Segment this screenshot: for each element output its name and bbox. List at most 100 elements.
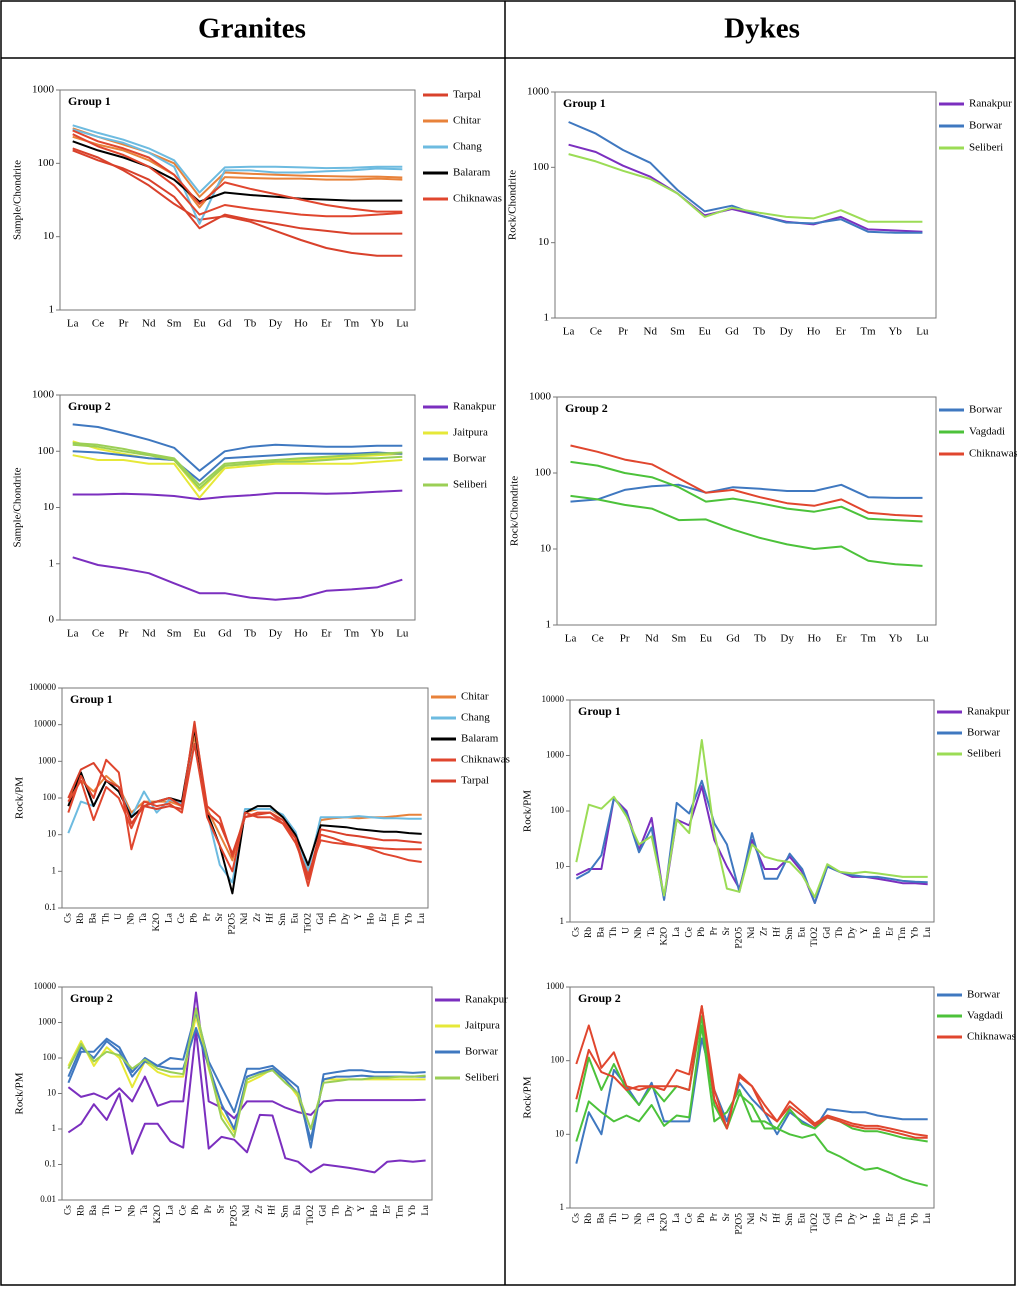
x-tick-label: Tm — [392, 912, 402, 926]
plot-frame — [569, 986, 935, 1209]
y-tick-label: 10 — [43, 230, 55, 242]
series-line — [570, 483, 923, 503]
y-tick-label: 1 — [544, 312, 550, 324]
plot-frame — [61, 687, 429, 909]
series-line — [72, 133, 403, 218]
chart-title: Group 2 — [565, 401, 608, 415]
x-tick-label: Tm — [898, 926, 908, 940]
x-tick-label: Er — [383, 1204, 393, 1214]
x-tick-label: Eu — [193, 318, 206, 330]
legend-label: Vagdadi — [969, 426, 1005, 438]
x-tick-label: Nb — [634, 927, 644, 939]
x-tick-label: Eu — [797, 927, 807, 938]
x-tick-label: Nb — [127, 913, 137, 925]
x-tick-label: Sr — [722, 1212, 732, 1221]
x-tick-label: Cs — [64, 1205, 74, 1215]
x-tick-label: Yb — [889, 633, 903, 645]
legend-label: Borwar — [465, 1046, 498, 1058]
x-tick-label: Tb — [754, 633, 767, 645]
y-tick-label: 1000 — [546, 750, 565, 760]
x-tick-label: Ta — [139, 912, 149, 922]
x-tick-label: Dy — [780, 633, 794, 645]
x-tick-label: Ta — [140, 1204, 150, 1214]
x-tick-label: Eu — [193, 628, 206, 640]
x-tick-label: Lu — [417, 913, 427, 924]
x-tick-label: Rb — [76, 1205, 86, 1216]
x-tick-label: Zr — [255, 1204, 265, 1214]
x-tick-label: Tm — [395, 1204, 405, 1218]
y-axis-label: Sample/Chondrite — [12, 467, 24, 547]
legend-label: Jaitpura — [465, 1020, 500, 1032]
x-tick-label: La — [164, 912, 174, 923]
x-tick-label: P2O5 — [735, 1213, 745, 1235]
x-tick-label: Dy — [269, 628, 283, 640]
x-tick-label: Nd — [747, 1213, 757, 1225]
x-tick-label: Ce — [177, 913, 187, 924]
x-tick-label: Ho — [366, 913, 376, 925]
legend-label: Vagdadi — [967, 1010, 1003, 1022]
x-tick-label: Nb — [634, 1213, 644, 1225]
legend-label: Chitar — [461, 691, 489, 703]
legend-label: Chiknawas — [453, 193, 502, 205]
x-tick-label: Yb — [370, 318, 384, 330]
x-tick-label: Nd — [142, 628, 156, 640]
legend-label: Chang — [453, 141, 482, 153]
x-tick-label: Pb — [190, 913, 200, 923]
x-tick-label: La — [672, 926, 682, 937]
y-tick-label: 1 — [560, 1202, 565, 1212]
x-tick-label: Pr — [618, 326, 628, 338]
x-tick-label: Yb — [408, 1205, 418, 1217]
x-tick-label: Tb — [331, 1205, 341, 1216]
series-line — [72, 489, 403, 501]
x-tick-label: Pr — [119, 318, 129, 330]
series-line — [575, 1015, 928, 1143]
legend-label: Ranakpur — [969, 98, 1012, 110]
legend-label: Jaitpura — [453, 427, 488, 439]
x-tick-label: Tm — [898, 1212, 908, 1226]
x-tick-label: Ce — [684, 1213, 694, 1224]
x-tick-label: Sm — [167, 318, 182, 330]
x-tick-label: Pr — [710, 926, 720, 935]
x-tick-label: Yb — [910, 927, 920, 939]
x-tick-label: Yb — [370, 628, 384, 640]
y-tick-label: 1 — [546, 619, 552, 631]
x-tick-label: Lu — [923, 1213, 933, 1224]
y-tick-label: 0.1 — [45, 902, 56, 912]
x-tick-label: Rb — [584, 927, 594, 938]
x-tick-label: Rb — [584, 1213, 594, 1224]
x-tick-label: Eu — [700, 633, 713, 645]
x-tick-label: Dy — [344, 1205, 354, 1217]
x-tick-label: Sr — [217, 1204, 227, 1213]
x-tick-label: Nd — [242, 1205, 252, 1217]
x-tick-label: K2O — [153, 1205, 163, 1224]
legend-label: Chiknawas — [967, 1031, 1016, 1043]
y-tick-label: 10000 — [542, 694, 565, 704]
y-tick-label: 10 — [555, 861, 565, 871]
x-tick-label: Gd — [316, 913, 326, 925]
x-tick-label: Ho — [294, 628, 308, 640]
y-tick-label: 10 — [47, 829, 57, 839]
x-tick-label: Dy — [341, 913, 351, 925]
x-tick-label: Eu — [293, 1205, 303, 1216]
x-tick-label: Gd — [218, 318, 232, 330]
x-tick-label: Y — [354, 913, 364, 920]
x-tick-label: Zr — [760, 1212, 770, 1222]
x-tick-label: Tb — [835, 927, 845, 938]
x-tick-label: Ba — [89, 1204, 99, 1215]
x-tick-label: Tm — [861, 633, 877, 645]
y-axis-label: Sample/Chondrite — [12, 160, 24, 240]
legend-label: Seliberi — [453, 479, 487, 491]
x-tick-label: Sm — [785, 1212, 795, 1225]
legend-label: Ranakpur — [453, 401, 496, 413]
y-axis-label: Rock/PM — [522, 790, 534, 832]
series-line — [72, 147, 403, 257]
y-tick-label: 100 — [43, 1052, 57, 1062]
legend-label: Seliberi — [969, 142, 1003, 154]
x-tick-label: U — [622, 927, 632, 934]
x-tick-label: Pr — [620, 633, 630, 645]
legend-label: Tarpal — [461, 775, 489, 787]
x-tick-label: K2O — [659, 927, 669, 946]
series-line — [72, 140, 403, 203]
y-tick-label: 100 — [38, 157, 55, 169]
y-tick-label: 10000 — [34, 719, 57, 729]
